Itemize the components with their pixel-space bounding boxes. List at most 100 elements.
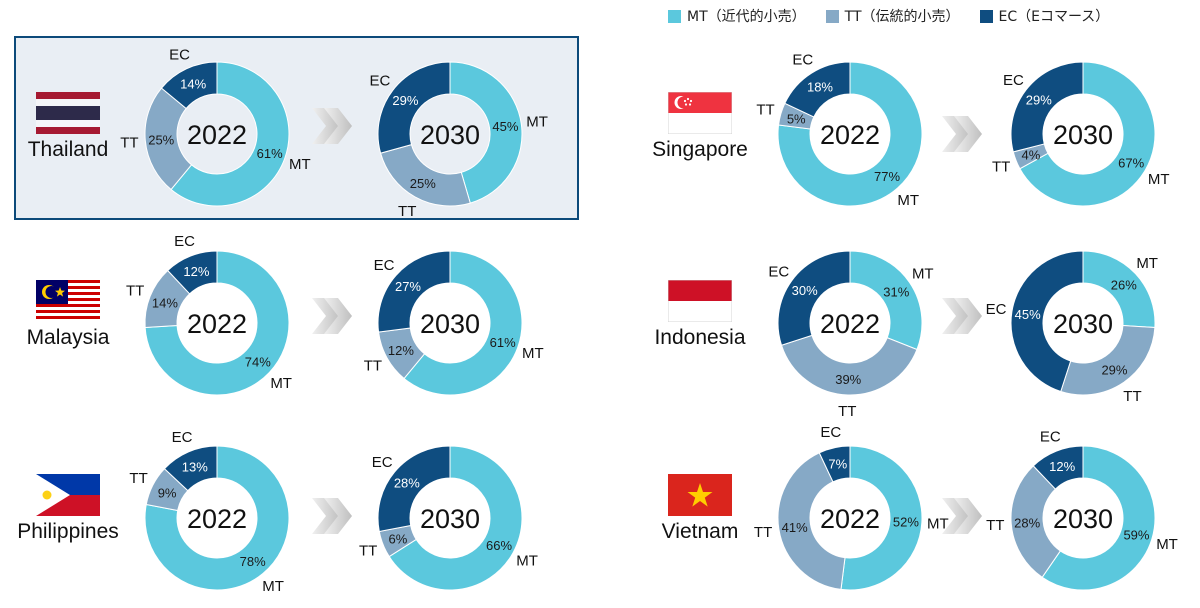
country-name: Indonesia <box>654 326 746 349</box>
donut-slice-tt <box>1060 324 1156 396</box>
slice-category-label: EC <box>374 257 395 274</box>
donut-thailand-2022: 61% MT 25% TT 14% EC 2022 <box>120 46 311 207</box>
slice-category-label: MT <box>897 192 919 209</box>
slice-value-label: 45% <box>1015 307 1041 322</box>
donut-slice-ec <box>377 61 451 154</box>
slice-value-label: 67% <box>1118 156 1144 171</box>
slice-value-label: 13% <box>182 460 208 475</box>
donut-slice-tt <box>1010 465 1062 579</box>
slice-category-label: TT <box>838 403 856 420</box>
slice-value-label: 41% <box>782 520 808 535</box>
donut-slice-tt <box>777 452 846 590</box>
donut-slice-ec <box>377 250 451 333</box>
slice-value-label: 78% <box>240 554 266 569</box>
donut-indonesia-2030: 26% MT 29% TT 45% EC 2030 <box>986 250 1158 405</box>
legend-item-tt: TT（伝統的小売） <box>825 6 960 26</box>
slice-category-label: MT <box>262 578 284 595</box>
slice-value-label: 45% <box>492 119 518 134</box>
year-label: 2022 <box>820 504 880 534</box>
slice-value-label: 6% <box>389 532 408 547</box>
year-label: 2022 <box>187 309 247 339</box>
country-philippines: Philippines <box>8 474 128 544</box>
slice-value-label: 25% <box>148 132 174 147</box>
year-label: 2030 <box>420 120 480 150</box>
donut-vietnam-2030: 59% MT 28% TT 12% EC 2030 <box>986 428 1178 591</box>
slice-value-label: 39% <box>835 372 861 387</box>
donut-slice-ec <box>160 61 218 110</box>
donut-slice-ec <box>167 250 218 295</box>
singapore-flag-icon <box>668 92 732 134</box>
slice-value-label: 12% <box>183 264 209 279</box>
donut-slice-mt <box>144 250 290 396</box>
slice-category-label: TT <box>992 158 1010 175</box>
donut-slice-ec <box>784 61 851 118</box>
slice-category-label: MT <box>522 345 544 362</box>
legend: MT（近代的小売） TT（伝統的小売） EC（Eコマース） <box>668 6 1109 26</box>
slice-category-label: TT <box>754 524 772 541</box>
donut-slice-ec <box>1010 61 1084 153</box>
country-indonesia: Indonesia <box>640 280 760 350</box>
slice-value-label: 9% <box>158 486 177 501</box>
philippines-flag-icon <box>36 474 100 516</box>
donut-philippines-2030: 66% MT 6% TT 28%EC 2030 <box>359 445 538 591</box>
slice-value-label: 29% <box>392 93 418 108</box>
slice-category-label: EC <box>986 301 1007 318</box>
slice-value-label: 61% <box>257 146 283 161</box>
chevron-arrow-icon <box>312 498 352 534</box>
slice-value-label: 77% <box>874 169 900 184</box>
legend-swatch-mt <box>668 9 681 23</box>
chevron-arrow-icon <box>942 116 982 152</box>
slice-category-label: EC <box>1040 428 1061 445</box>
legend-item-ec: EC（Eコマース） <box>979 6 1110 26</box>
legend-label-ec: EC（Eコマース） <box>998 9 1110 25</box>
year-label: 2030 <box>1053 120 1113 150</box>
slice-value-label: 14% <box>180 76 206 91</box>
slice-category-label: TT <box>364 357 382 374</box>
slice-value-label: 5% <box>787 111 806 126</box>
slice-category-label: MT <box>516 552 538 569</box>
slice-value-label: 28% <box>1014 515 1040 530</box>
slice-category-label: MT <box>927 516 949 533</box>
slice-category-label: EC <box>169 46 190 63</box>
slice-value-label: 29% <box>1026 93 1052 108</box>
slice-category-label: MT <box>1156 536 1178 553</box>
slice-category-label: TT <box>129 470 147 487</box>
slice-value-label: 14% <box>152 295 178 310</box>
donut-slice-mt <box>144 445 290 591</box>
donut-slice-mt <box>170 61 290 207</box>
slice-category-label: TT <box>359 542 377 559</box>
country-thailand: Thailand <box>8 92 128 162</box>
slice-value-label: 12% <box>1049 459 1075 474</box>
donut-slice-mt <box>1041 445 1156 591</box>
slice-category-label: MT <box>270 375 292 392</box>
country-name: Singapore <box>652 138 748 161</box>
slice-category-label: EC <box>792 52 813 69</box>
slice-category-label: EC <box>820 424 841 441</box>
donut-slice-mt <box>1019 61 1156 207</box>
donut-slice-ec <box>1032 445 1084 490</box>
year-label: 2022 <box>187 504 247 534</box>
indonesia-flag-icon <box>668 280 732 322</box>
donut-vietnam-2022: 52% MT 41% TT 7% EC 2022 <box>754 424 949 591</box>
vietnam-flag-icon <box>668 474 732 516</box>
donut-slice-ec <box>1010 250 1084 393</box>
country-malaysia: Malaysia <box>8 280 128 350</box>
legend-swatch-ec <box>979 9 993 23</box>
year-label: 2022 <box>820 120 880 150</box>
country-singapore: Singapore <box>640 92 760 162</box>
donut-malaysia-2022: 74% MT 14% TT 12% EC 2022 <box>126 233 292 396</box>
chevron-arrow-icon <box>312 108 352 144</box>
donut-philippines-2022: 78% MT 9% TT 13% EC 2022 <box>129 429 290 595</box>
slice-value-label: 27% <box>395 279 421 294</box>
slice-value-label: 31% <box>883 285 909 300</box>
donut-thailand-2030: 45% MT 25% TT 29%EC 2030 <box>370 61 548 220</box>
donut-malaysia-2030: 61% MT 12% TT 27%EC 2030 <box>364 250 544 396</box>
donut-slice-ec <box>777 250 851 346</box>
donut-slice-mt <box>449 61 523 204</box>
donut-singapore-2022: 77% MT 5% TT 18% EC 2022 <box>756 52 923 209</box>
slice-category-label: MT <box>526 113 548 130</box>
slice-category-label: TT <box>986 517 1004 534</box>
year-label: 2022 <box>187 120 247 150</box>
